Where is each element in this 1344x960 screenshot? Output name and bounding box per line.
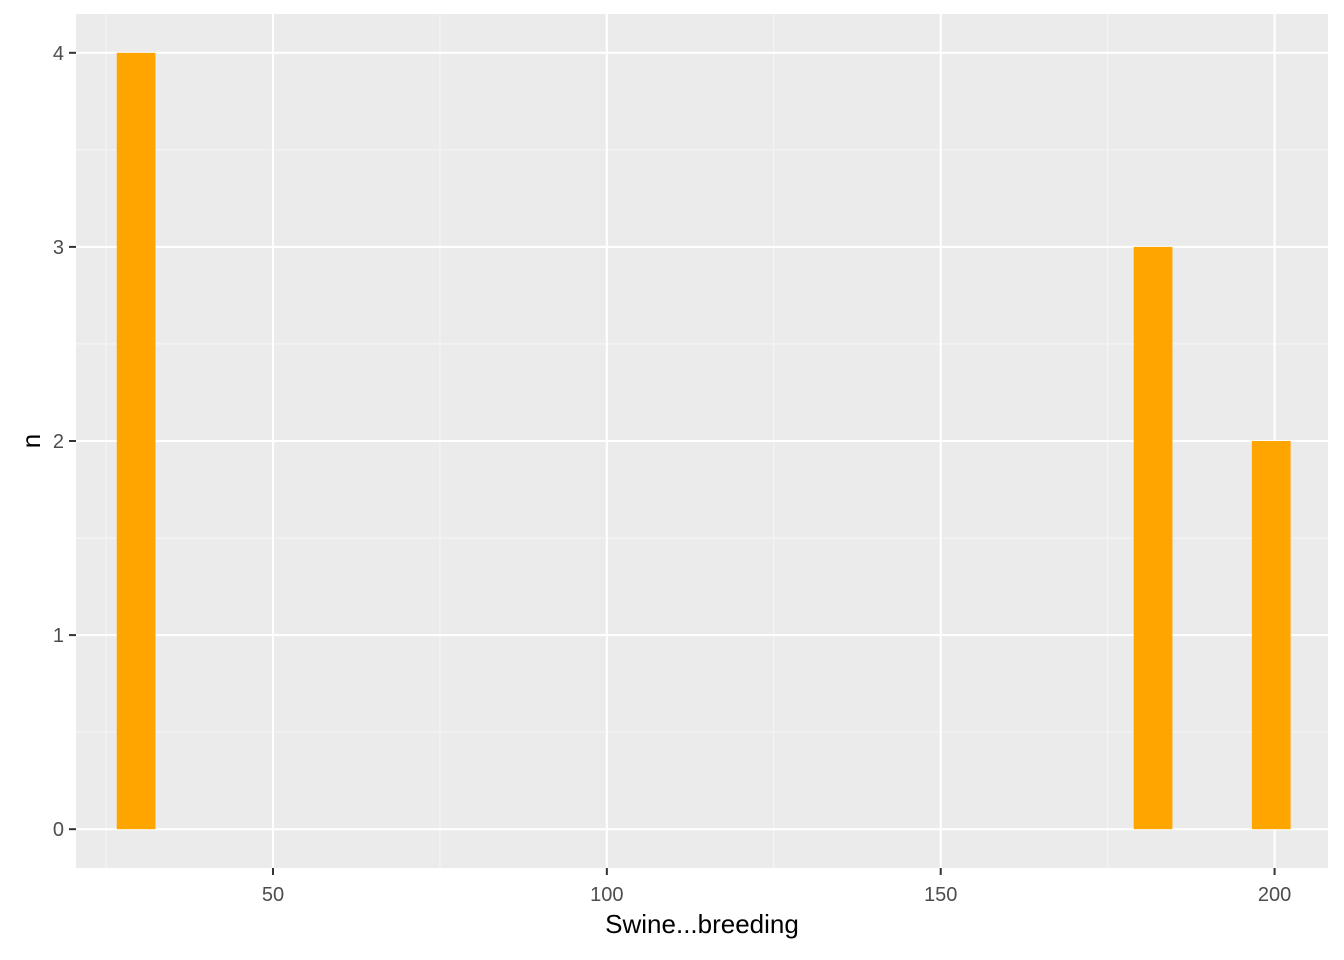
x-axis-title: Swine...breeding (605, 909, 799, 939)
y-tick-label: 3 (53, 237, 64, 259)
bar (1133, 246, 1173, 830)
x-tick-label: 50 (262, 884, 284, 906)
major-gridlines (76, 14, 1328, 868)
bar (116, 52, 156, 830)
y-tick-label: 1 (53, 625, 64, 647)
y-tick-label: 2 (53, 431, 64, 453)
y-tick-label: 4 (53, 43, 64, 65)
y-axis-ticks: 0 1 2 3 4 (53, 43, 76, 841)
y-tick-label: 0 (53, 819, 64, 841)
x-tick-label: 150 (924, 884, 957, 906)
bars (116, 52, 1291, 830)
x-tick-label: 200 (1258, 884, 1291, 906)
bar (1251, 441, 1291, 830)
y-axis-title: n (16, 434, 46, 448)
x-axis-ticks: 50 100 150 200 (262, 868, 1291, 906)
x-tick-label: 100 (590, 884, 623, 906)
